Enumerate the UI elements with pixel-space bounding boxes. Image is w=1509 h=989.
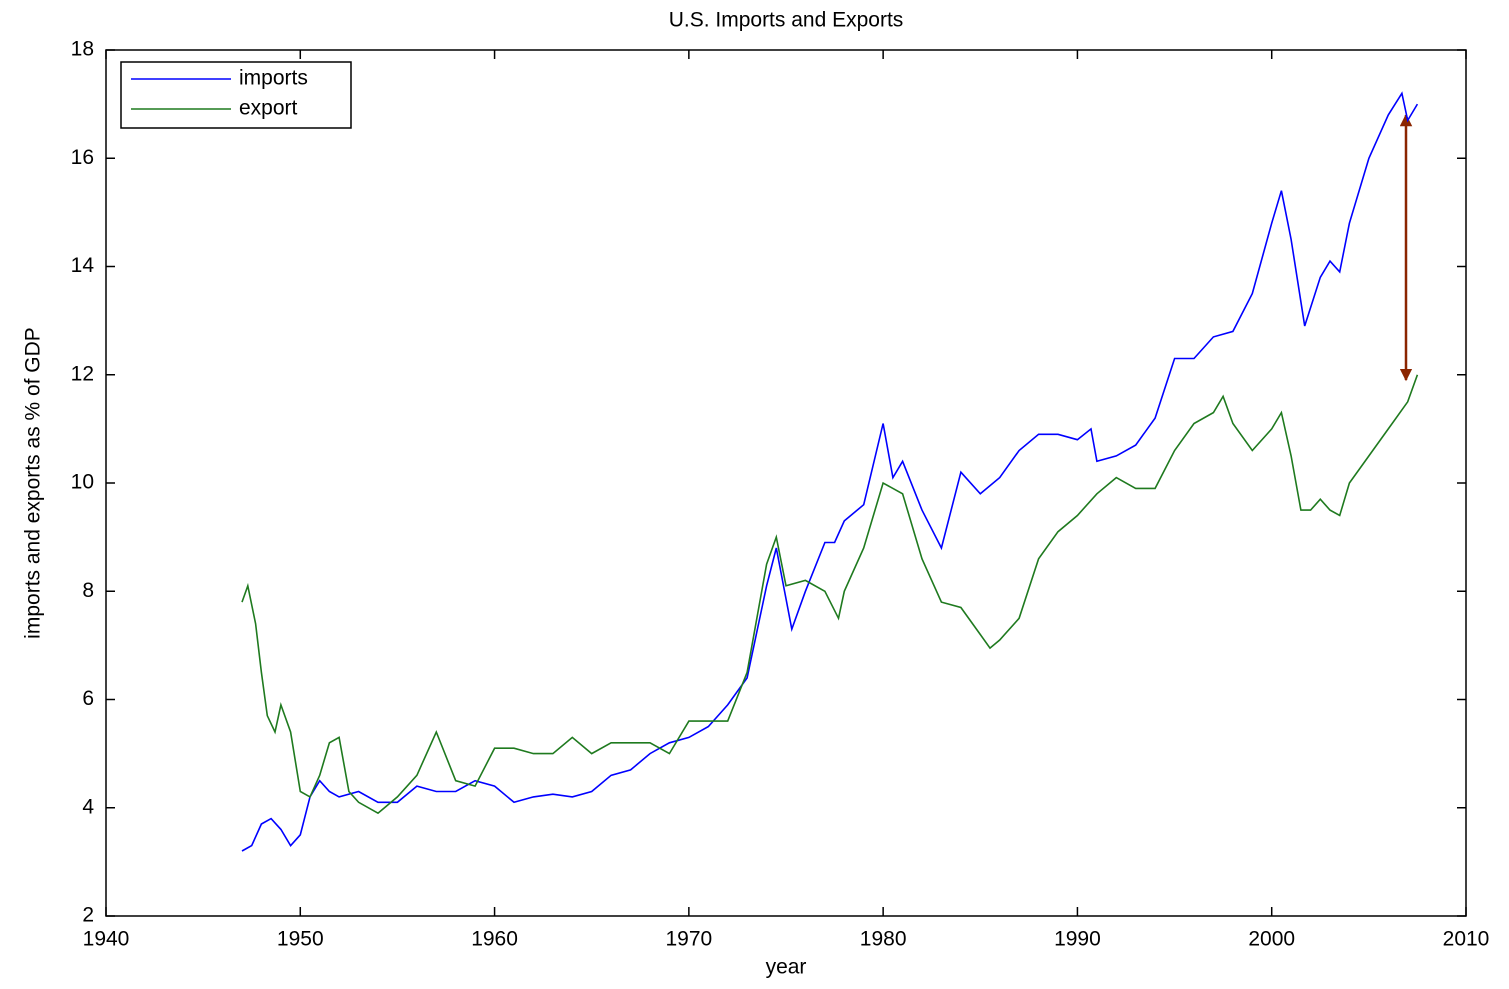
x-axis-label: year bbox=[766, 956, 807, 979]
y-tick-label: 6 bbox=[82, 687, 94, 710]
x-tick-label: 2000 bbox=[1248, 928, 1295, 951]
series-line bbox=[241, 91, 1419, 852]
y-tick-label: 14 bbox=[71, 254, 95, 277]
x-tick-label: 1980 bbox=[860, 928, 907, 951]
y-tick-label: 16 bbox=[71, 146, 94, 169]
y-tick-label: 4 bbox=[82, 795, 94, 818]
y-axis-label: imports and exports as % of GDP bbox=[22, 327, 45, 639]
y-tick-label: 10 bbox=[71, 471, 94, 494]
x-tick-label: 1990 bbox=[1054, 928, 1101, 951]
y-tick-label: 12 bbox=[71, 362, 94, 385]
legend-label: export bbox=[239, 97, 298, 120]
legend-label: imports bbox=[239, 67, 308, 90]
x-tick-label: 1970 bbox=[665, 928, 712, 951]
y-tick-label: 18 bbox=[71, 38, 94, 61]
x-tick-label: 1950 bbox=[277, 928, 324, 951]
y-tick-label: 8 bbox=[82, 579, 94, 602]
series-line bbox=[241, 374, 1419, 815]
x-tick-label: 1960 bbox=[471, 928, 518, 951]
chart-title: U.S. Imports and Exports bbox=[669, 9, 904, 32]
x-tick-label: 1940 bbox=[83, 928, 130, 951]
legend-box bbox=[120, 61, 352, 129]
y-tick-label: 2 bbox=[82, 904, 94, 927]
x-tick-label: 2010 bbox=[1443, 928, 1490, 951]
plot-frame bbox=[105, 49, 1467, 917]
